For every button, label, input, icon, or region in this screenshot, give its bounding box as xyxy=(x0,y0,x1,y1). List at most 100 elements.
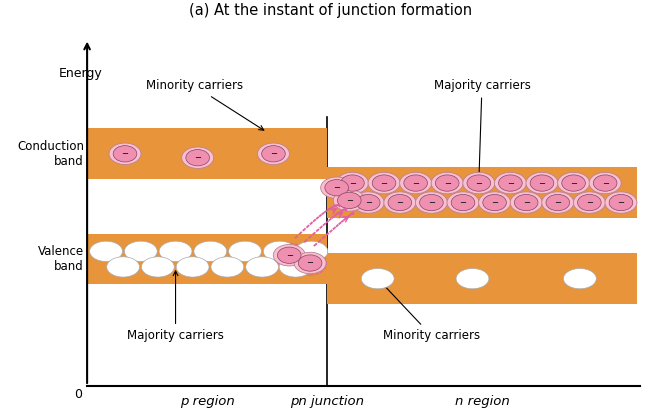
Ellipse shape xyxy=(368,172,400,194)
Ellipse shape xyxy=(510,192,542,213)
Ellipse shape xyxy=(113,146,137,162)
Ellipse shape xyxy=(294,252,326,274)
Text: −: − xyxy=(194,153,201,162)
Ellipse shape xyxy=(278,247,301,263)
Ellipse shape xyxy=(526,172,558,194)
Ellipse shape xyxy=(431,172,463,194)
Ellipse shape xyxy=(404,175,428,191)
Text: −: − xyxy=(333,183,340,192)
Ellipse shape xyxy=(609,194,633,211)
Ellipse shape xyxy=(341,175,364,191)
Ellipse shape xyxy=(483,194,506,211)
Circle shape xyxy=(125,241,157,262)
Circle shape xyxy=(246,257,278,277)
Text: −: − xyxy=(306,258,313,267)
Ellipse shape xyxy=(605,192,637,213)
Text: −: − xyxy=(270,149,277,158)
Ellipse shape xyxy=(557,172,589,194)
Title: (a) At the instant of junction formation: (a) At the instant of junction formation xyxy=(189,3,472,18)
Ellipse shape xyxy=(589,172,621,194)
Bar xyxy=(87,234,327,285)
Text: −: − xyxy=(444,178,450,188)
Ellipse shape xyxy=(415,192,447,213)
Ellipse shape xyxy=(530,175,554,191)
Text: −: − xyxy=(586,198,593,207)
Ellipse shape xyxy=(578,194,601,211)
Text: −: − xyxy=(349,178,356,188)
Ellipse shape xyxy=(352,192,384,213)
Text: −: − xyxy=(365,198,372,207)
Ellipse shape xyxy=(420,194,443,211)
Circle shape xyxy=(176,257,209,277)
Ellipse shape xyxy=(186,149,210,166)
Ellipse shape xyxy=(562,175,585,191)
Text: Majority carriers: Majority carriers xyxy=(434,79,530,179)
Text: n region: n region xyxy=(454,395,509,408)
Text: −: − xyxy=(475,178,482,188)
Ellipse shape xyxy=(542,192,574,213)
Ellipse shape xyxy=(109,143,141,164)
Ellipse shape xyxy=(336,172,369,194)
Ellipse shape xyxy=(593,175,617,191)
Ellipse shape xyxy=(299,255,322,271)
Text: −: − xyxy=(617,198,624,207)
Ellipse shape xyxy=(447,192,479,213)
Text: p region: p region xyxy=(180,395,234,408)
Text: Valence
band: Valence band xyxy=(38,245,84,273)
Ellipse shape xyxy=(334,190,365,211)
Ellipse shape xyxy=(463,172,495,194)
Bar xyxy=(327,168,637,218)
Text: −: − xyxy=(507,178,514,188)
Text: −: − xyxy=(346,196,353,205)
Circle shape xyxy=(228,241,262,262)
Text: −: − xyxy=(397,198,403,207)
Circle shape xyxy=(263,241,296,262)
Ellipse shape xyxy=(182,147,214,168)
Ellipse shape xyxy=(388,194,411,211)
Ellipse shape xyxy=(273,245,305,266)
Text: −: − xyxy=(491,198,498,207)
Ellipse shape xyxy=(325,180,349,196)
Ellipse shape xyxy=(435,175,459,191)
Ellipse shape xyxy=(337,192,361,208)
Ellipse shape xyxy=(400,172,432,194)
Ellipse shape xyxy=(384,192,416,213)
Ellipse shape xyxy=(495,172,526,194)
Text: −: − xyxy=(539,178,545,188)
Ellipse shape xyxy=(451,194,475,211)
Ellipse shape xyxy=(373,175,396,191)
Text: −: − xyxy=(286,251,293,260)
Bar xyxy=(327,253,637,304)
Circle shape xyxy=(361,268,394,289)
Circle shape xyxy=(295,241,328,262)
Text: −: − xyxy=(554,198,561,207)
Circle shape xyxy=(106,257,140,277)
Text: −: − xyxy=(570,178,577,188)
Circle shape xyxy=(159,241,192,262)
Text: −: − xyxy=(602,178,609,188)
Text: −: − xyxy=(522,198,530,207)
Circle shape xyxy=(211,257,244,277)
Circle shape xyxy=(90,241,123,262)
Ellipse shape xyxy=(498,175,522,191)
Bar xyxy=(87,129,327,179)
Text: −: − xyxy=(428,198,435,207)
Text: 0: 0 xyxy=(73,388,82,401)
Ellipse shape xyxy=(321,177,352,198)
Circle shape xyxy=(563,268,596,289)
Ellipse shape xyxy=(573,192,606,213)
Text: Minority carriers: Minority carriers xyxy=(146,79,263,130)
Ellipse shape xyxy=(262,146,286,162)
Ellipse shape xyxy=(478,192,511,213)
Ellipse shape xyxy=(515,194,538,211)
Ellipse shape xyxy=(467,175,491,191)
Ellipse shape xyxy=(546,194,570,211)
Ellipse shape xyxy=(356,194,380,211)
Text: −: − xyxy=(412,178,419,188)
Text: pn junction: pn junction xyxy=(290,395,364,408)
Text: Conduction
band: Conduction band xyxy=(17,140,84,168)
Circle shape xyxy=(279,257,312,277)
Text: −: − xyxy=(380,178,387,188)
Text: −: − xyxy=(121,149,129,158)
Circle shape xyxy=(141,257,175,277)
